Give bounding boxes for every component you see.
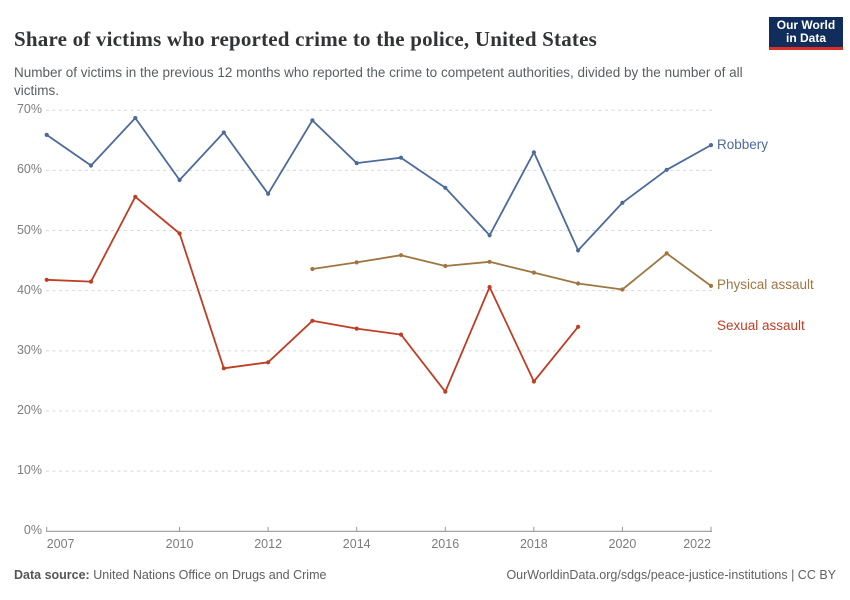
data-point-physical-assault xyxy=(531,270,537,275)
x-axis-tick-label: 2012 xyxy=(254,536,283,551)
data-point-robbery xyxy=(310,118,315,123)
x-axis-tick-label: 2016 xyxy=(431,536,460,551)
data-point-physical-assault xyxy=(398,253,404,258)
data-point-robbery xyxy=(443,185,448,190)
data-point-sexual-assault xyxy=(88,279,94,284)
y-axis-tick-label: 70% xyxy=(16,102,42,117)
data-point-robbery xyxy=(620,200,625,205)
data-point-sexual-assault xyxy=(310,318,315,323)
data-source: Data source: United Nations Office on Dr… xyxy=(14,568,326,582)
data-point-robbery xyxy=(664,167,669,172)
y-axis-tick-label: 20% xyxy=(16,402,42,417)
data-point-robbery xyxy=(354,161,359,166)
attribution: OurWorldinData.org/sdgs/peace-justice-in… xyxy=(506,568,836,582)
data-point-physical-assault xyxy=(354,260,359,265)
data-point-sexual-assault xyxy=(177,231,182,236)
data-point-robbery xyxy=(531,150,537,155)
owid-logo-line1: Our World xyxy=(776,17,836,32)
series-line-sexual-assault xyxy=(45,195,579,393)
data-point-sexual-assault xyxy=(443,389,448,394)
series-line-physical-assault xyxy=(311,252,712,291)
data-point-sexual-assault xyxy=(531,379,537,384)
data-point-physical-assault xyxy=(310,266,315,272)
chart-subtitle: Number of victims in the previous 12 mon… xyxy=(14,64,743,99)
data-point-physical-assault xyxy=(487,259,492,264)
data-point-robbery xyxy=(88,163,94,168)
data-point-physical-assault xyxy=(576,281,581,286)
data-point-robbery xyxy=(266,191,271,196)
series-label-physical-assault: Physical assault xyxy=(717,277,814,293)
data-point-sexual-assault xyxy=(487,285,492,290)
data-point-robbery xyxy=(576,248,581,253)
data-source-text: United Nations Office on Drugs and Crime xyxy=(93,568,327,582)
y-axis-tick-label: 10% xyxy=(16,463,42,478)
y-axis-tick-label: 40% xyxy=(16,282,42,297)
data-point-sexual-assault xyxy=(44,277,49,282)
data-point-robbery xyxy=(487,233,492,238)
x-axis-tick-label: 2007 xyxy=(46,536,75,551)
data-point-physical-assault xyxy=(708,283,714,288)
data-point-physical-assault xyxy=(620,287,625,292)
data-point-sexual-assault xyxy=(133,194,138,199)
x-axis-tick-label: 2018 xyxy=(519,536,548,551)
data-point-robbery xyxy=(398,155,404,160)
data-point-sexual-assault xyxy=(398,332,404,337)
owid-logo-line2: in Data xyxy=(785,31,826,45)
series-label-robbery: Robbery xyxy=(717,136,769,152)
data-point-robbery xyxy=(708,143,714,148)
data-point-sexual-assault xyxy=(354,326,359,331)
data-point-robbery xyxy=(221,130,226,135)
y-axis-tick-label: 30% xyxy=(16,342,42,357)
x-axis-tick-label: 2022 xyxy=(683,536,711,551)
data-source-label: Data source: xyxy=(14,568,90,582)
data-point-robbery xyxy=(44,132,49,137)
data-point-physical-assault xyxy=(443,263,448,269)
x-axis-tick-label: 2020 xyxy=(608,536,637,551)
y-axis-tick-label: 50% xyxy=(16,222,42,237)
data-point-physical-assault xyxy=(664,251,669,256)
data-point-sexual-assault xyxy=(576,324,581,329)
series-label-sexual-assault: Sexual assault xyxy=(717,318,805,334)
owid-logo: Our World in Data xyxy=(769,17,843,50)
data-point-robbery xyxy=(133,115,138,121)
data-point-robbery xyxy=(177,177,182,183)
data-point-sexual-assault xyxy=(221,366,226,371)
y-axis-tick-label: 60% xyxy=(16,162,42,177)
data-point-sexual-assault xyxy=(266,360,271,365)
x-axis-tick-label: 2010 xyxy=(165,536,194,551)
x-axis-tick-label: 2014 xyxy=(342,536,371,551)
page-title: Share of victims who reported crime to t… xyxy=(14,27,598,52)
y-axis-tick-label: 0% xyxy=(23,523,42,538)
series-line-robbery xyxy=(45,117,712,252)
